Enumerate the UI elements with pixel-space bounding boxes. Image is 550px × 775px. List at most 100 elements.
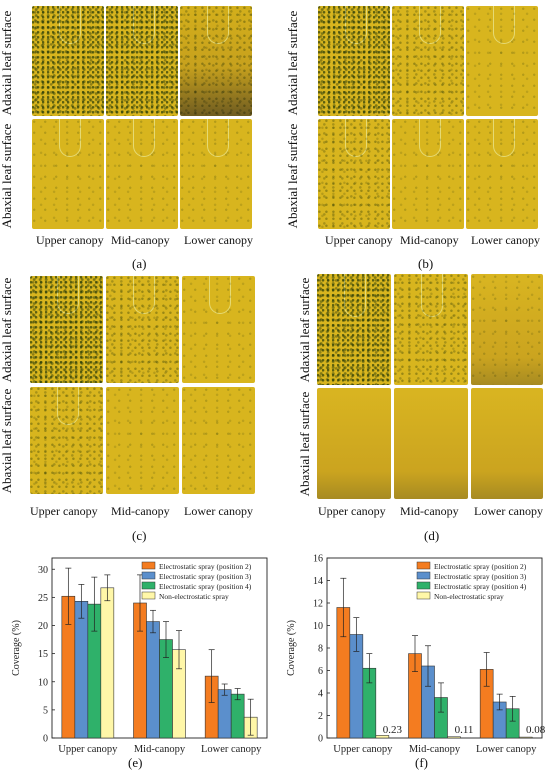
col-label-upper: Upper canopy: [30, 504, 98, 518]
u-mark: [421, 274, 443, 317]
x-tick-label: Upper canopy: [58, 744, 118, 755]
u-mark: [345, 6, 367, 44]
panel-label-b: (b): [418, 256, 434, 271]
y-tick-label: 2: [318, 711, 323, 722]
leaf-d-adaxial-mid: [394, 274, 468, 385]
row-label-abaxial: Abaxial leaf surface: [297, 391, 312, 497]
legend-label: Electrostatic spray (position 3): [434, 572, 527, 581]
leaf-c-abaxial-lower: [182, 387, 255, 494]
u-mark: [493, 119, 515, 157]
leaf-c-adaxial-lower: [182, 276, 255, 383]
leaf-c-abaxial-mid: [106, 387, 179, 494]
leaf-b-abaxial-upper: [318, 119, 390, 229]
chart-f: 0 2 4 6 8 10 12 14 16 Coverage (%) Upper canopy 0.2…: [286, 554, 546, 756]
u-mark: [133, 119, 155, 157]
bar: [74, 601, 89, 739]
y-tick-label: 15: [38, 649, 48, 660]
panel-label-c: (c): [132, 528, 147, 543]
y-tick-label: 0: [318, 734, 323, 745]
bar: [375, 735, 390, 739]
leaf-c-adaxial-mid: [106, 276, 179, 383]
legend-label: Electrostatic spray (position 4): [159, 582, 252, 591]
row-label-adaxial: Adaxial leaf surface: [297, 277, 312, 383]
legend-swatch: [416, 591, 431, 600]
panel-label-d: (d): [424, 528, 440, 543]
data-label: 0.23: [383, 724, 403, 736]
leaf-a-abaxial-upper: [32, 119, 104, 229]
y-tick-label: 16: [313, 554, 323, 565]
legend-swatch: [141, 581, 156, 590]
legend-label: Non-electrostatic spray: [159, 592, 229, 601]
col-label-lower: Lower canopy: [474, 504, 543, 518]
u-mark: [419, 6, 441, 44]
u-mark: [133, 276, 155, 314]
legend-swatch: [416, 561, 431, 570]
data-label: 0.11: [455, 724, 474, 736]
y-tick-label: 5: [43, 705, 48, 716]
y-axis-label: Coverage (%): [11, 620, 22, 676]
y-tick-label: 30: [38, 565, 48, 576]
col-label-mid: Mid-canopy: [400, 504, 459, 518]
bar: [146, 621, 160, 739]
legend-label: Electrostatic spray (position 2): [159, 562, 252, 571]
y-tick-label: 10: [313, 621, 323, 632]
leaf-a-adaxial-lower: [180, 6, 252, 116]
col-label-lower: Lower canopy: [184, 233, 253, 247]
chart-e: 0 5 10 15 20 25 30 Coverage (%) Upper canopy Mid-…: [11, 557, 268, 755]
bar: [447, 736, 461, 739]
col-label-mid: Mid-canopy: [111, 504, 170, 518]
y-tick-label: 14: [313, 576, 323, 587]
panel-label-f: (f): [415, 755, 428, 770]
data-label: 0.08: [526, 724, 546, 736]
leaf-d-adaxial-upper: [317, 274, 391, 385]
leaf-d-abaxial-mid: [394, 388, 468, 499]
row-label-adaxial: Adaxial leaf surface: [285, 10, 300, 116]
row-label-abaxial: Abaxial leaf surface: [0, 123, 14, 229]
leaf-a-adaxial-mid: [106, 6, 178, 116]
u-mark: [59, 6, 81, 44]
leaf-b-abaxial-lower: [466, 119, 538, 229]
x-tick-label: Mid-canopy: [409, 744, 461, 755]
leaf-b-abaxial-mid: [392, 119, 464, 229]
x-tick-label: Lower canopy: [201, 744, 262, 755]
row-label-abaxial: Abaxial leaf surface: [285, 123, 300, 229]
leaf-b-adaxial-mid: [392, 6, 464, 116]
leaf-d-abaxial-upper: [317, 388, 391, 499]
u-mark: [344, 274, 366, 317]
y-tick-label: 0: [43, 734, 48, 745]
col-label-lower: Lower canopy: [471, 233, 540, 247]
y-tick-label: 12: [313, 599, 323, 610]
u-mark: [345, 119, 367, 157]
u-mark: [207, 6, 229, 44]
leaf-a-adaxial-upper: [32, 6, 104, 116]
bar: [518, 736, 533, 739]
col-label-upper: Upper canopy: [36, 233, 104, 247]
row-label-abaxial: Abaxial leaf surface: [0, 388, 14, 494]
col-label-upper: Upper canopy: [318, 504, 386, 518]
col-label-mid: Mid-canopy: [400, 233, 459, 247]
x-tick-label: Lower canopy: [476, 744, 537, 755]
u-mark: [419, 119, 441, 157]
u-mark: [207, 119, 229, 157]
col-label-upper: Upper canopy: [325, 233, 393, 247]
leaf-d-adaxial-lower: [471, 274, 543, 385]
leaf-d-abaxial-lower: [471, 388, 543, 499]
legend-swatch: [416, 581, 431, 590]
bar: [100, 587, 115, 739]
leaf-b-adaxial-lower: [466, 6, 538, 116]
y-tick-label: 20: [38, 621, 48, 632]
y-axis-label: Coverage (%): [286, 620, 297, 676]
y-tick-label: 10: [38, 677, 48, 688]
leaf-b-adaxial-upper: [318, 6, 390, 116]
panel-label-e: (e): [128, 755, 143, 770]
y-tick-label: 8: [318, 644, 323, 655]
legend-swatch: [141, 561, 156, 570]
leaf-a-abaxial-mid: [106, 119, 178, 229]
row-label-adaxial: Adaxial leaf surface: [0, 277, 14, 383]
col-label-mid: Mid-canopy: [111, 233, 170, 247]
u-mark: [57, 276, 79, 314]
u-mark: [493, 6, 515, 44]
leaf-c-adaxial-upper: [30, 276, 103, 383]
y-tick-label: 25: [38, 593, 48, 604]
legend-label: Electrostatic spray (position 4): [434, 582, 527, 591]
